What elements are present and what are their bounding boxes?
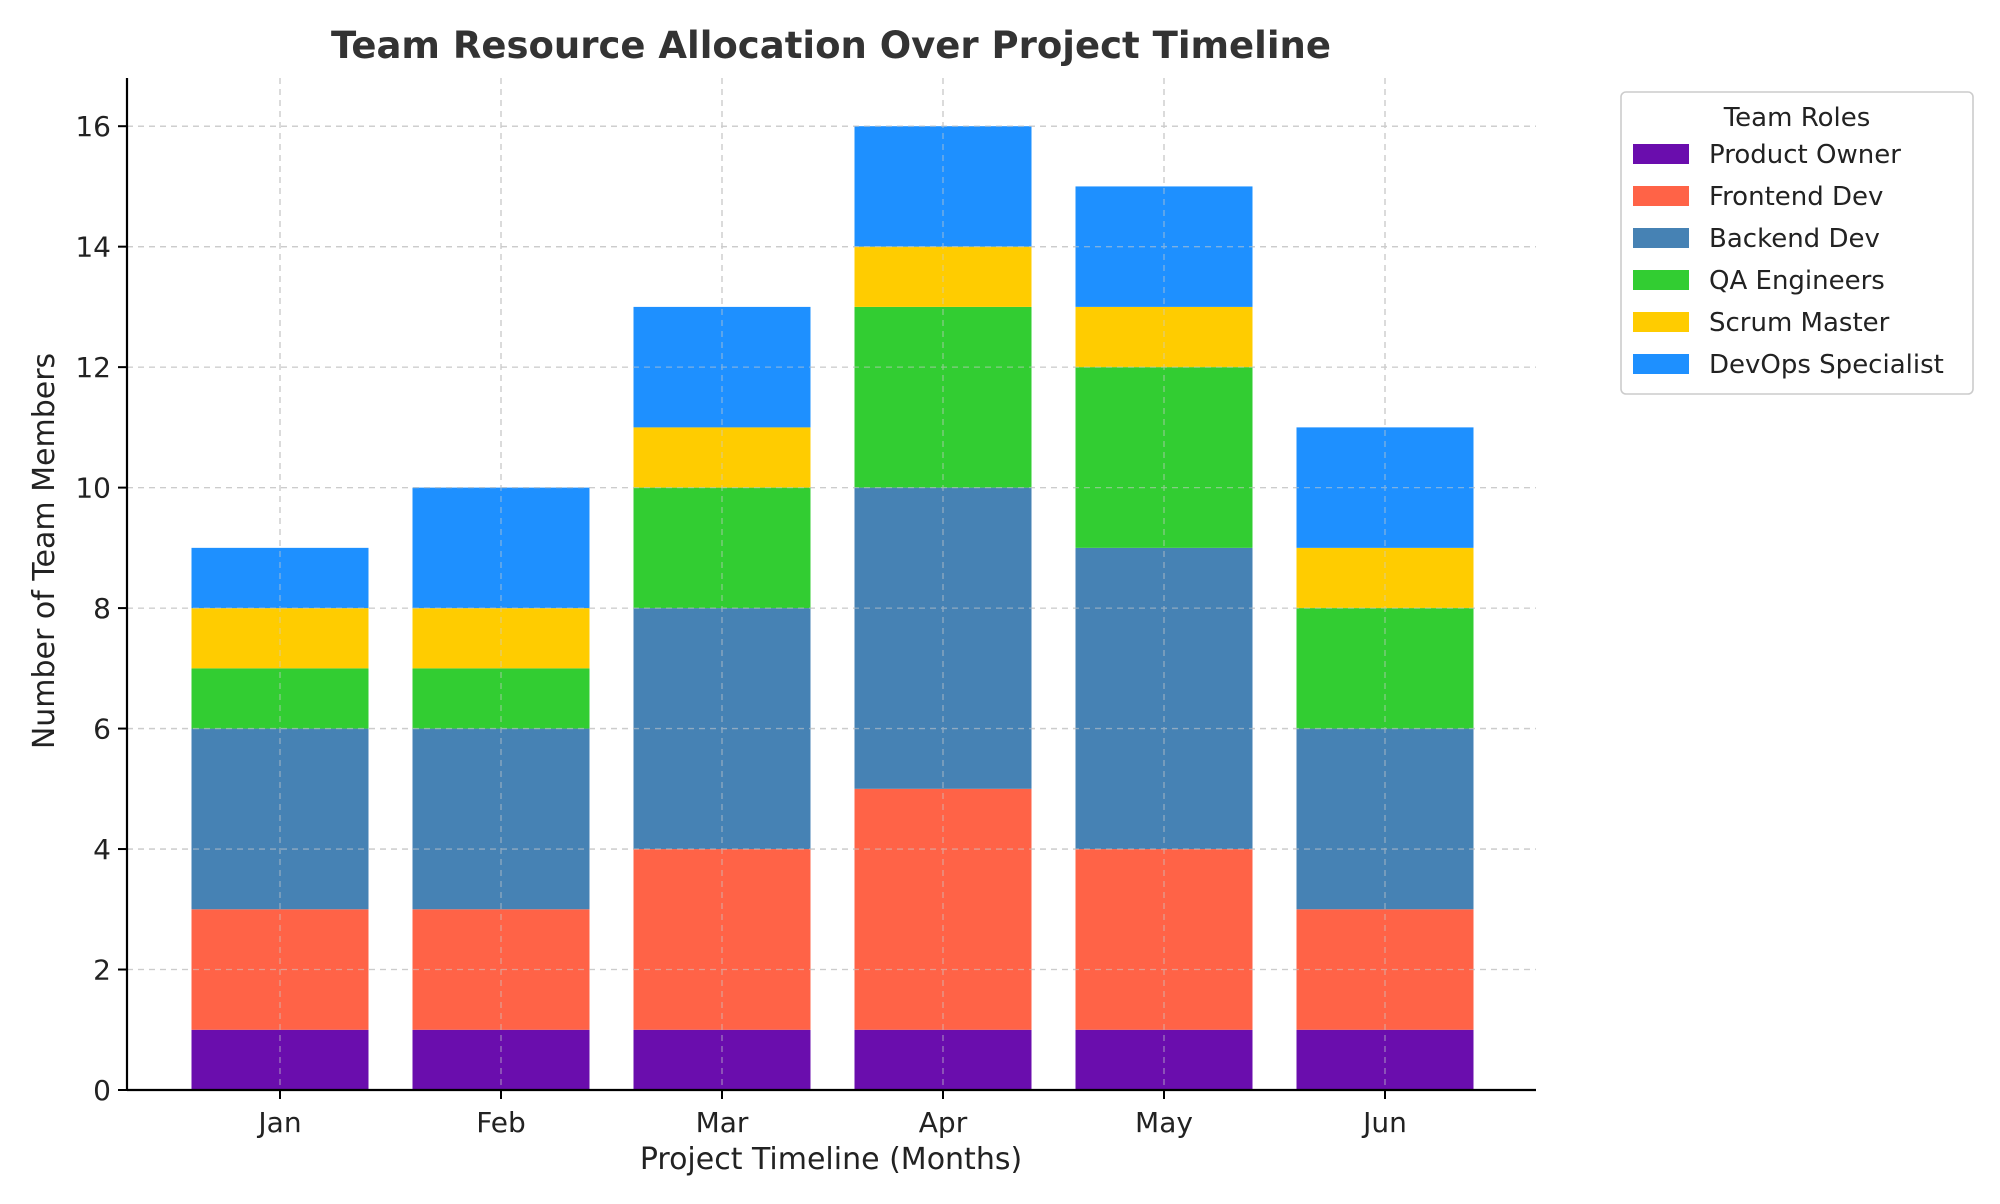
y-axis-label: Number of Team Members — [27, 353, 62, 749]
chart-title: Team Resource Allocation Over Project Ti… — [331, 24, 1331, 67]
legend-item-qa-engineers: QA Engineers — [1633, 266, 1885, 296]
legend-item-scrum-master: Scrum Master — [1633, 308, 1890, 338]
legend-swatch — [1633, 354, 1689, 374]
y-tick-label: 10 — [75, 472, 111, 505]
legend-swatch — [1633, 144, 1689, 164]
x-tick-label: Mar — [696, 1106, 749, 1139]
bar-stacks — [127, 78, 1536, 1091]
legend-swatch — [1633, 186, 1689, 206]
legend-swatch — [1633, 270, 1689, 290]
x-tick-label: Apr — [919, 1106, 968, 1139]
legend-swatch — [1633, 312, 1689, 332]
y-tick-label: 4 — [93, 833, 111, 866]
y-tick-label: 0 — [93, 1074, 111, 1107]
legend-label: QA Engineers — [1709, 266, 1885, 296]
axes: 0 2 4 6 8 10 12 14 16 Jan Feb Mar Apr May Jun — [75, 78, 1536, 1139]
legend-title: Team Roles — [1723, 103, 1871, 133]
legend-item-frontend-dev: Frontend Dev — [1633, 182, 1883, 212]
legend-label: Frontend Dev — [1709, 182, 1883, 212]
x-tick-label: Jan — [256, 1106, 301, 1139]
legend-swatch — [1633, 228, 1689, 248]
legend-item-product-owner: Product Owner — [1633, 140, 1901, 170]
legend-item-backend-dev: Backend Dev — [1633, 224, 1880, 254]
y-tick-label: 14 — [75, 231, 111, 264]
legend-label: Backend Dev — [1709, 224, 1880, 254]
legend-label: DevOps Specialist — [1709, 350, 1944, 380]
y-tick-label: 6 — [93, 713, 111, 746]
legend-label: Product Owner — [1709, 140, 1901, 170]
legend-item-devops-specialist: DevOps Specialist — [1633, 350, 1944, 380]
legend-label: Scrum Master — [1709, 308, 1890, 338]
x-tick-label: Feb — [476, 1106, 526, 1139]
y-tick-label: 16 — [75, 110, 111, 143]
legend: Team Roles Product Owner Frontend Dev Backe… — [1620, 91, 1974, 395]
bar-segment-devops-specialist — [412, 487, 590, 609]
legend-frame — [1620, 91, 1974, 395]
x-tick-label: May — [1135, 1106, 1193, 1139]
bar-stack-jun — [1296, 427, 1474, 1090]
y-tick-label: 2 — [93, 954, 111, 987]
y-tick-label: 8 — [93, 592, 111, 625]
bar-segment-qa-engineers — [633, 487, 811, 609]
x-axis-label: Project Timeline (Months) — [640, 1142, 1022, 1177]
y-tick-label: 12 — [75, 351, 111, 384]
x-tick-label: Jun — [1361, 1106, 1407, 1139]
